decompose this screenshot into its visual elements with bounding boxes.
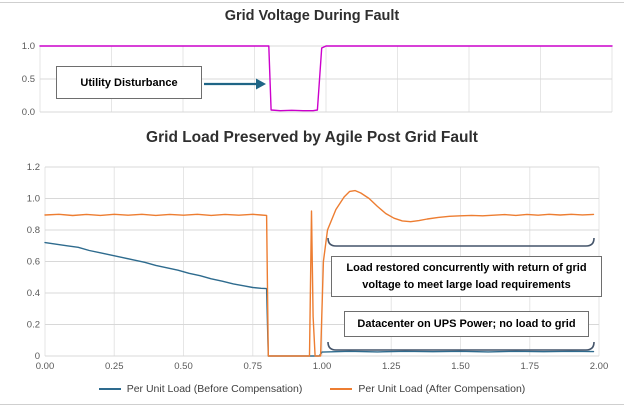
load-chart-title: Grid Load Preserved by Agile Post Grid F… bbox=[146, 129, 478, 146]
legend-label: Per Unit Load (Before Compensation) bbox=[126, 383, 303, 395]
x-tick-label: 2.00 bbox=[590, 361, 609, 372]
ups-power-callout: Datacenter on UPS Power; no load to grid bbox=[344, 311, 589, 337]
bracket-annotation-bottom bbox=[327, 341, 595, 351]
y-tick-label: 0.8 bbox=[27, 225, 40, 236]
top-divider-line bbox=[0, 2, 624, 3]
x-tick-label: 1.75 bbox=[521, 361, 540, 372]
utility-disturbance-callout: Utility Disturbance bbox=[56, 66, 202, 99]
voltage-chart-title: Grid Voltage During Fault bbox=[224, 8, 400, 24]
legend-label: Per Unit Load (After Compensation) bbox=[358, 383, 526, 395]
bottom-divider-line bbox=[0, 404, 624, 405]
legend-line-swatch bbox=[330, 388, 353, 390]
legend-item: Per Unit Load (Before Compensation) bbox=[98, 383, 303, 395]
series-line bbox=[44, 189, 595, 357]
y-tick-label: 0.0 bbox=[22, 107, 35, 118]
legend-item: Per Unit Load (After Compensation) bbox=[330, 383, 525, 395]
legend-line-swatch bbox=[98, 388, 121, 390]
series-line bbox=[44, 241, 595, 357]
bracket-annotation-top bbox=[327, 237, 595, 247]
y-tick-label: 1.2 bbox=[27, 162, 40, 173]
ups-power-label: Datacenter on UPS Power; no load to grid bbox=[357, 318, 576, 330]
x-tick-label: 1.00 bbox=[313, 361, 332, 372]
x-tick-label: 0.75 bbox=[244, 361, 263, 372]
y-tick-label: 0.5 bbox=[22, 74, 35, 85]
y-tick-label: 0.6 bbox=[27, 257, 40, 268]
voltage-chart-plot: 1.0 0.5 0.0 bbox=[22, 41, 613, 118]
disturbance-arrow-icon bbox=[204, 78, 266, 90]
y-tick-label: 0 bbox=[35, 351, 40, 362]
y-tick-label: 1.0 bbox=[22, 41, 35, 52]
y-tick-label: 0.2 bbox=[27, 320, 40, 331]
series-line bbox=[39, 45, 613, 112]
x-tick-label: 0.25 bbox=[105, 361, 124, 372]
load-restored-callout: Load restored concurrently with return o… bbox=[331, 256, 602, 297]
x-tick-label: 0.50 bbox=[174, 361, 193, 372]
utility-disturbance-label: Utility Disturbance bbox=[80, 76, 178, 89]
y-tick-label: 1.0 bbox=[27, 194, 40, 205]
x-tick-label: 1.50 bbox=[451, 361, 470, 372]
y-tick-label: 0.4 bbox=[27, 288, 40, 299]
x-tick-label: 0.00 bbox=[36, 361, 55, 372]
load-restored-label: Load restored concurrently with return o… bbox=[346, 262, 587, 291]
x-tick-label: 1.25 bbox=[382, 361, 401, 372]
load-chart-legend: Per Unit Load (Before Compensation) Per U… bbox=[0, 383, 624, 395]
